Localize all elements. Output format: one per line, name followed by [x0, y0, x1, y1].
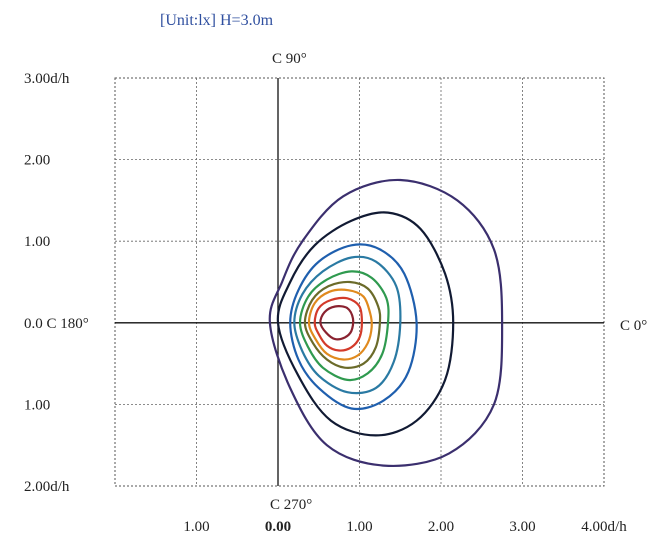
contour-line	[289, 243, 418, 411]
contour-line	[268, 178, 504, 467]
contour-line	[276, 211, 455, 437]
direction-label-c270: C 270°	[270, 497, 312, 513]
x-tick-label: 1.00	[183, 519, 209, 535]
grid	[114, 77, 605, 487]
contour-line	[319, 305, 355, 341]
y-tick-label: 1.00	[24, 397, 50, 413]
y-tick-label: 0.0 C 180°	[24, 316, 89, 332]
x-tick-labels: 1.00 0.00 1.00 2.00 3.00 4.00d/h	[183, 519, 627, 535]
y-tick-label: 2.00d/h	[24, 479, 70, 495]
chart-title: [Unit:lx] H=3.0m	[160, 12, 274, 29]
contour-line	[298, 270, 390, 382]
direction-label-c0: C 0°	[620, 318, 647, 334]
x-tick-label: 4.00d/h	[581, 519, 627, 535]
y-tick-labels: 3.00d/h 2.00 1.00 0.0 C 180° 1.00 2.00d/h	[24, 71, 89, 495]
contour-line	[293, 255, 402, 395]
x-tick-label: 3.00	[509, 519, 535, 535]
contour-line	[307, 288, 373, 361]
y-tick-label: 1.00	[24, 234, 50, 250]
contour-line	[303, 280, 382, 369]
y-tick-label: 2.00	[24, 153, 50, 169]
x-tick-label: 2.00	[428, 519, 454, 535]
y-tick-label: 3.00d/h	[24, 71, 70, 87]
contour-group	[268, 178, 504, 467]
x-tick-label: 1.00	[346, 519, 372, 535]
axes	[115, 78, 604, 486]
contour-line	[313, 296, 364, 352]
x-tick-label: 0.00	[265, 519, 291, 535]
direction-label-c90: C 90°	[272, 51, 307, 67]
